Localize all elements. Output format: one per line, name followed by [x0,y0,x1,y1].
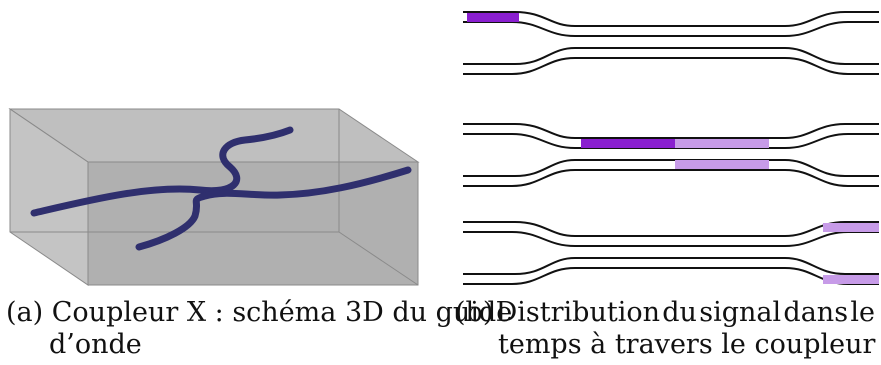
signal-pulse-upper-strong [581,139,675,148]
caption-b-line1: (b) Distribution du signal dans le [455,297,875,329]
coupler-outline [462,11,880,75]
signal-pulse-input [467,13,519,22]
waveguide-3d-schematic [8,108,420,286]
panel-input-pulse [462,11,880,75]
signal-pulse-lower-weak [675,160,769,169]
caption-b-label: (b) [455,297,494,328]
caption-b-word: du [662,297,697,328]
caption-a: (a) Coupleur X : schéma 3D du guide d’on… [6,297,512,361]
caption-b-word: dans [783,297,849,328]
signal-pulse-output-upper [823,223,879,232]
caption-b-word: Distribution [495,297,660,328]
caption-b-line2: temps à travers le coupleur [498,329,876,360]
caption-a-text: Coupleur X : schéma 3D du guide [51,297,513,328]
substrate-back-edge-diagonal [338,231,419,286]
coupler-outline [462,221,880,285]
caption-b-word: le [850,297,875,328]
caption-b-word: signal [699,297,782,328]
signal-pulse-upper-weak [675,139,769,148]
figure-b: (b) Distribution du signal dans le temps… [455,0,881,365]
caption-a-label: (a) [6,297,44,328]
waveguide-upper [30,126,294,217]
coupler-time-sequence [462,11,880,285]
figure-a: (a) Coupleur X : schéma 3D du guide d’on… [0,0,512,365]
coupler-outline [462,123,880,187]
caption-a-line1: (a) Coupleur X : schéma 3D du guide [6,297,512,329]
panel-output-split [462,221,880,285]
waveguide-lower [135,166,412,251]
panel-coupling-region [462,123,880,187]
caption-a-line2: d’onde [49,329,142,360]
caption-b: (b) Distribution du signal dans le temps… [455,297,881,361]
substrate-left-face [9,108,89,286]
signal-pulse-output-lower [823,275,879,284]
